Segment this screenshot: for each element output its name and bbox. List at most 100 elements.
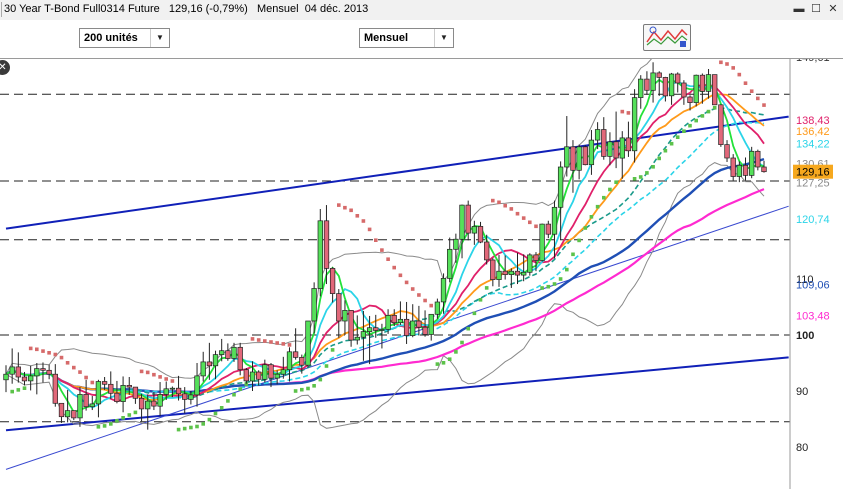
sar-dot (620, 109, 625, 114)
trend-line (5, 115, 789, 230)
window-titlebar: 30 Year T-Bond Full0314 Future 129,16 (-… (0, 0, 843, 21)
price-tag-label: 120,74 (796, 214, 830, 226)
sar-dot (213, 411, 218, 416)
candle-up (527, 254, 533, 273)
sar-dot (565, 267, 569, 272)
candlesticks (3, 62, 767, 430)
candle-down (477, 226, 484, 243)
units-select[interactable]: 200 unités ▼ (79, 28, 170, 48)
candle-down (465, 204, 471, 234)
price-chart: 8090100110149,61138,43136,42134,22130,61… (0, 59, 843, 489)
candle-up (145, 400, 151, 410)
sar-dot (694, 118, 698, 123)
sar-dot (454, 350, 458, 354)
sar-dot (497, 200, 501, 205)
candle-up (169, 387, 176, 390)
price-tag-background (793, 164, 833, 179)
candle-down (323, 220, 330, 269)
sar-dot (109, 422, 113, 426)
candle-up (638, 78, 644, 98)
sar-dot (725, 62, 729, 66)
candle-up (668, 73, 675, 97)
candle-down (755, 150, 761, 168)
candle-down (545, 223, 551, 235)
sar-dot (712, 105, 717, 110)
sar-dot (380, 248, 384, 252)
sar-dot (361, 219, 366, 223)
maximize-icon[interactable]: ☐ (811, 3, 821, 15)
candle-down (52, 373, 58, 404)
candle-up (231, 346, 237, 359)
candle-up (249, 371, 256, 382)
axis-background (790, 59, 843, 489)
candle-up (607, 141, 613, 157)
sar-dot (472, 311, 477, 316)
sar-dot (318, 377, 323, 382)
y-tick-label: 90 (796, 386, 808, 398)
sar-dot (614, 180, 618, 184)
sar-dot (682, 129, 686, 133)
minimize-icon[interactable]: ▬ (793, 3, 805, 15)
sar-dot (65, 361, 70, 365)
price-tag-label: 109,06 (796, 279, 830, 291)
sar-dot (72, 365, 76, 370)
sar-dot (756, 96, 760, 101)
candle-down (687, 96, 693, 103)
price-tag-label: 129,16 (796, 167, 830, 179)
candle-down (182, 393, 188, 400)
sar-dot (22, 386, 27, 390)
candle-down (101, 381, 108, 385)
candle-up (397, 318, 404, 324)
candle-down (108, 383, 114, 394)
sar-dot (663, 148, 668, 153)
sar-dot (306, 386, 310, 391)
candle-up (317, 220, 323, 289)
close-window-icon[interactable]: ✕ (828, 3, 838, 15)
candle-up (9, 366, 15, 375)
sar-dot (435, 362, 440, 366)
sar-dot (102, 424, 107, 428)
candle-up (274, 373, 280, 379)
candle-down (71, 410, 77, 419)
close-chart-icon[interactable]: ✕ (0, 60, 10, 75)
sar-dot (429, 303, 433, 308)
chevron-down-icon[interactable]: ▼ (150, 29, 169, 47)
period-select[interactable]: Mensuel ▼ (359, 28, 454, 48)
candle-up (212, 354, 219, 367)
candle-up (705, 74, 712, 92)
sar-dot (28, 346, 33, 351)
units-select-value: 200 unités (84, 32, 138, 44)
sar-dot (287, 343, 292, 347)
sar-dot (115, 419, 119, 423)
y-tick-label: 80 (796, 442, 808, 454)
sar-dot (324, 364, 329, 368)
sar-dot (706, 109, 711, 114)
candle-down (225, 350, 231, 359)
indicators-button[interactable] (643, 24, 691, 51)
sma-orange-line (5, 93, 765, 401)
candle-up (28, 375, 34, 382)
candle-up (650, 72, 656, 91)
parabolic-sar (10, 60, 766, 432)
candle-down (299, 357, 305, 366)
candle-up (366, 327, 373, 332)
candle-up (551, 206, 558, 235)
sar-dot (558, 277, 563, 281)
sar-dot (238, 387, 242, 391)
candle-down (83, 394, 89, 408)
candle-down (662, 77, 669, 97)
sar-dot (657, 156, 661, 161)
sar-dot (762, 103, 766, 107)
sar-dot (447, 357, 452, 361)
candle-down (742, 164, 749, 176)
sar-dot (589, 215, 594, 219)
price-tag-label: 134,22 (796, 138, 830, 150)
sar-dot (293, 389, 298, 393)
sar-dot (281, 342, 286, 346)
chevron-down-icon[interactable]: ▼ (434, 29, 453, 47)
sar-dot (10, 389, 14, 394)
sar-dot (133, 410, 138, 415)
candle-up (594, 129, 601, 141)
sar-dot (158, 375, 162, 379)
sar-dot (275, 341, 279, 345)
